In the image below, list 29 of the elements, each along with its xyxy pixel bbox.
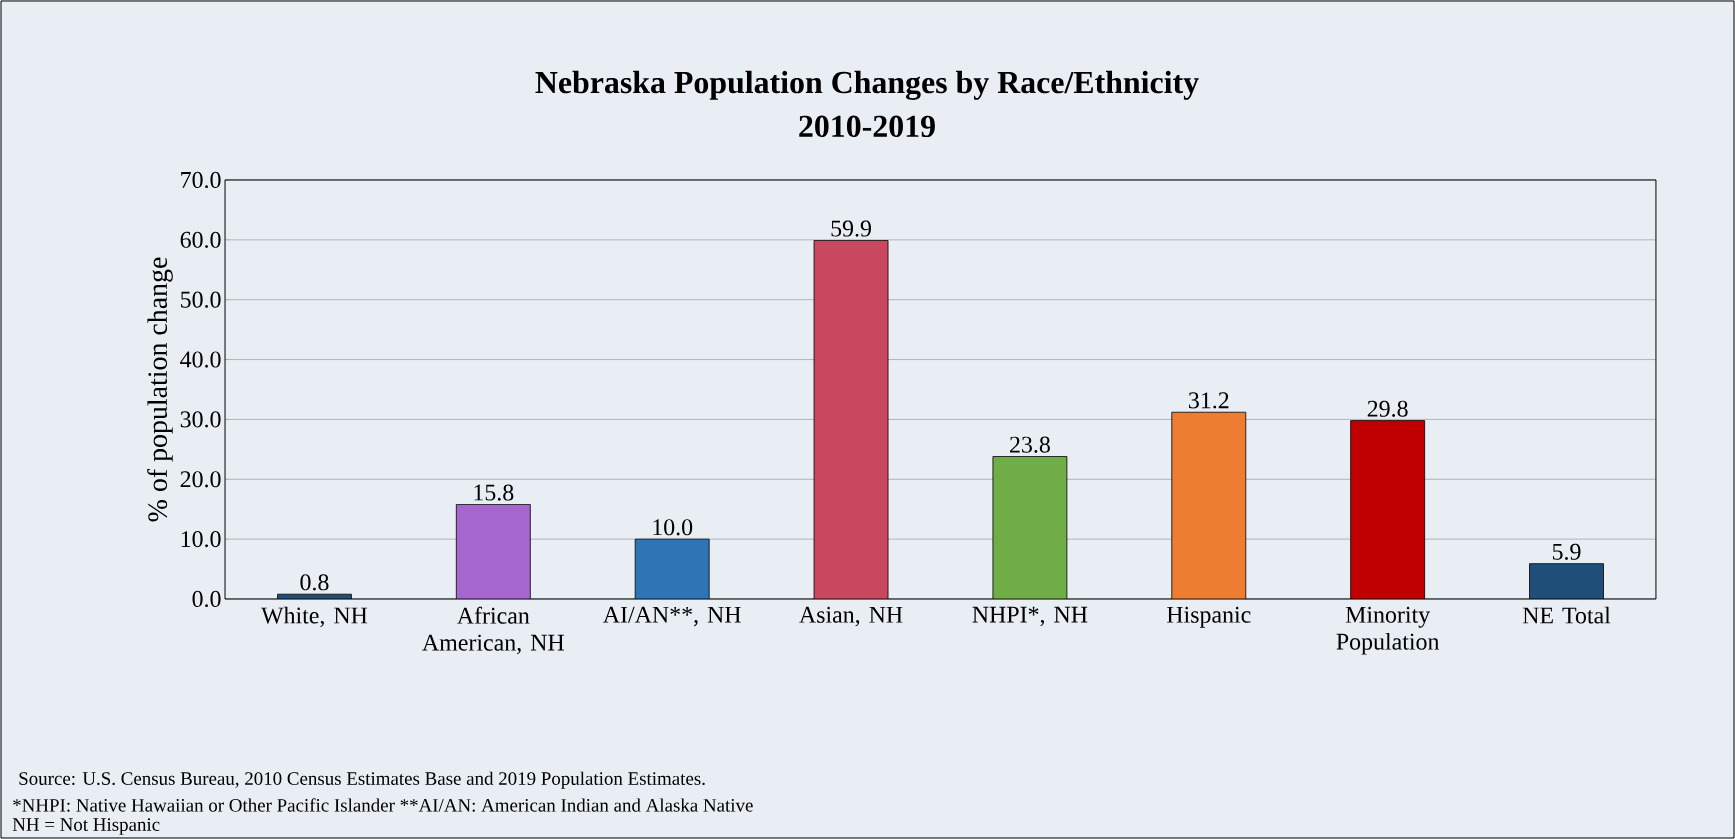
y-tick-label: 70.0 bbox=[181, 171, 221, 189]
x-tick-label: African American, NH bbox=[422, 606, 564, 655]
y-axis-title: % of population change bbox=[147, 257, 173, 522]
text: NH = Not Hispanic bbox=[12, 818, 160, 835]
x-tick-label: AI/AN**, NH bbox=[603, 606, 741, 627]
x-tick-label: Hispanic bbox=[1166, 606, 1251, 628]
x-tick-label: Minority Population bbox=[1336, 606, 1440, 655]
x-tick-label: NHPI*, NH bbox=[972, 606, 1088, 627]
chart-title: Nebraska Population Changes by Race/Ethnicity 2010-2019 bbox=[535, 70, 1199, 138]
text: *NHPI: Native Hawaiian or Other Pacific Islander **AI/AN: American Indian and Alaska Native bbox=[13, 798, 753, 812]
data-label: 0.8 bbox=[300, 574, 329, 591]
x-tick-label: Asian, NH bbox=[799, 606, 903, 627]
data-label: 31.2 bbox=[1188, 392, 1229, 409]
data-label: 23.8 bbox=[1010, 436, 1050, 453]
x-tick-label: White, NH bbox=[261, 606, 368, 628]
data-label: 59.9 bbox=[831, 220, 871, 237]
data-label: 10.0 bbox=[653, 519, 693, 536]
y-tick-label: 40.0 bbox=[180, 351, 221, 368]
data-label: 5.9 bbox=[1552, 543, 1581, 560]
data-label: 15.8 bbox=[474, 484, 514, 501]
y-tick-label: 10.0 bbox=[181, 531, 221, 548]
x-tick-label: NE Total bbox=[1522, 606, 1611, 624]
y-tick-label: 20.0 bbox=[180, 471, 221, 488]
y-tick-label: 0.0 bbox=[192, 590, 221, 608]
data-label: 29.8 bbox=[1367, 400, 1408, 417]
y-tick-label: 50.0 bbox=[181, 291, 221, 308]
y-tick-label: 30.0 bbox=[180, 411, 221, 428]
y-tick-label: 60.0 bbox=[180, 231, 221, 248]
source-note: Source: U.S. Census Bureau, 2010 Census Estimates Base and 2019 Population Estimates. bbox=[19, 771, 705, 789]
